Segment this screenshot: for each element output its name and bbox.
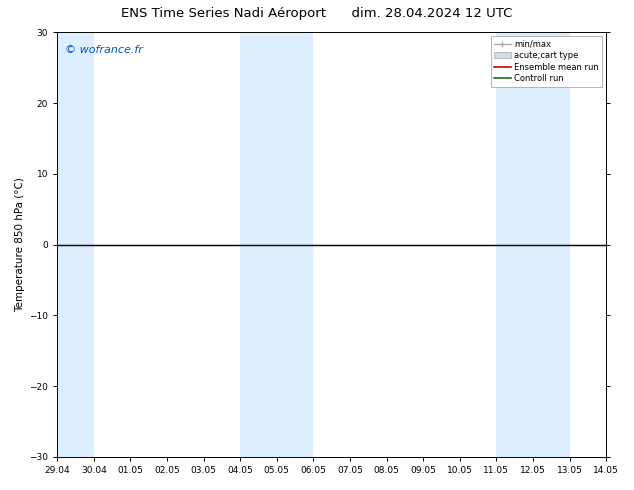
Bar — [240, 32, 313, 457]
Legend: min/max, acute;cart type, Ensemble mean run, Controll run: min/max, acute;cart type, Ensemble mean … — [491, 36, 602, 87]
Y-axis label: Temperature 850 hPa (°C): Temperature 850 hPa (°C) — [15, 177, 25, 312]
Text: © wofrance.fr: © wofrance.fr — [65, 45, 143, 55]
Bar — [496, 32, 569, 457]
Text: ENS Time Series Nadi Aéroport      dim. 28.04.2024 12 UTC: ENS Time Series Nadi Aéroport dim. 28.04… — [121, 7, 513, 21]
Bar — [57, 32, 94, 457]
